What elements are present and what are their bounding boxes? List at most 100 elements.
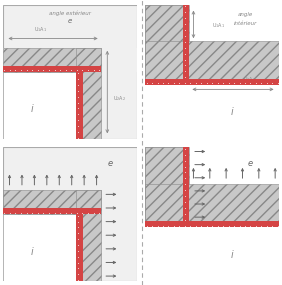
Point (8, 211, 12, 215)
Bar (190, 148, 279, 281)
Point (183, 40, 187, 44)
Point (221, 223, 225, 228)
Bar (190, 5, 279, 139)
Point (183, 176, 187, 181)
Point (193, 81, 198, 86)
Point (97, 68, 102, 73)
Text: i: i (31, 105, 34, 115)
Point (215, 223, 220, 228)
Point (188, 81, 193, 86)
Bar (3, 66, 101, 72)
Point (76, 260, 80, 265)
Point (19, 211, 23, 215)
Point (13, 68, 17, 73)
Point (76, 100, 80, 105)
Point (183, 146, 187, 151)
Point (248, 81, 253, 86)
Point (76, 106, 80, 111)
Point (76, 231, 80, 236)
Point (76, 213, 80, 218)
Point (270, 223, 275, 228)
Point (183, 34, 187, 38)
Point (183, 182, 187, 187)
Point (243, 223, 247, 228)
Point (161, 223, 165, 228)
Point (183, 164, 187, 169)
Point (177, 81, 182, 86)
Text: angle extérieur: angle extérieur (49, 10, 91, 16)
Point (259, 81, 264, 86)
Point (183, 46, 187, 50)
Text: e: e (68, 18, 72, 24)
Point (36, 211, 40, 215)
Point (76, 94, 80, 99)
Bar (183, 148, 190, 221)
Bar (145, 148, 190, 221)
Text: i: i (31, 247, 34, 257)
Point (69, 211, 74, 215)
Point (76, 278, 80, 282)
Point (259, 223, 264, 228)
Point (2, 68, 6, 73)
Point (76, 135, 80, 140)
Point (204, 223, 209, 228)
Point (19, 68, 23, 73)
Point (270, 81, 275, 86)
Point (204, 81, 209, 86)
Text: U$_2$A$_2$: U$_2$A$_2$ (113, 94, 126, 103)
Point (172, 81, 176, 86)
Point (183, 206, 187, 210)
Point (183, 212, 187, 216)
Point (183, 81, 187, 86)
Point (183, 200, 187, 204)
Bar (3, 72, 76, 139)
Point (183, 10, 187, 15)
Point (183, 28, 187, 32)
Text: U$_1$A$_1$: U$_1$A$_1$ (212, 21, 226, 30)
Point (183, 188, 187, 193)
Point (144, 223, 149, 228)
Point (150, 223, 154, 228)
Point (76, 89, 80, 93)
Bar (3, 48, 137, 72)
Point (76, 124, 80, 128)
Point (8, 68, 12, 73)
Point (183, 63, 187, 68)
Point (47, 68, 51, 73)
Point (226, 81, 231, 86)
Point (193, 223, 198, 228)
Point (41, 211, 46, 215)
Text: U$_1$A$_1$: U$_1$A$_1$ (34, 26, 47, 34)
Text: intérieur: intérieur (234, 21, 257, 26)
Point (86, 68, 90, 73)
Point (75, 211, 79, 215)
Point (276, 81, 280, 86)
Point (41, 68, 46, 73)
Point (76, 243, 80, 247)
Point (91, 68, 96, 73)
Point (76, 255, 80, 259)
Point (80, 211, 85, 215)
Bar (76, 48, 101, 139)
Point (183, 22, 187, 26)
Point (226, 223, 231, 228)
Point (243, 81, 247, 86)
Point (265, 81, 269, 86)
Bar (76, 190, 101, 281)
Point (199, 223, 204, 228)
Point (63, 211, 68, 215)
Bar (145, 221, 279, 227)
Point (183, 57, 187, 62)
Bar (145, 184, 279, 221)
Point (76, 77, 80, 82)
Point (2, 211, 6, 215)
Bar (145, 41, 279, 79)
Point (155, 223, 160, 228)
Point (254, 223, 258, 228)
Point (58, 68, 62, 73)
Point (86, 211, 90, 215)
Text: e: e (247, 159, 252, 168)
Point (183, 152, 187, 157)
Point (69, 68, 74, 73)
Point (76, 112, 80, 117)
